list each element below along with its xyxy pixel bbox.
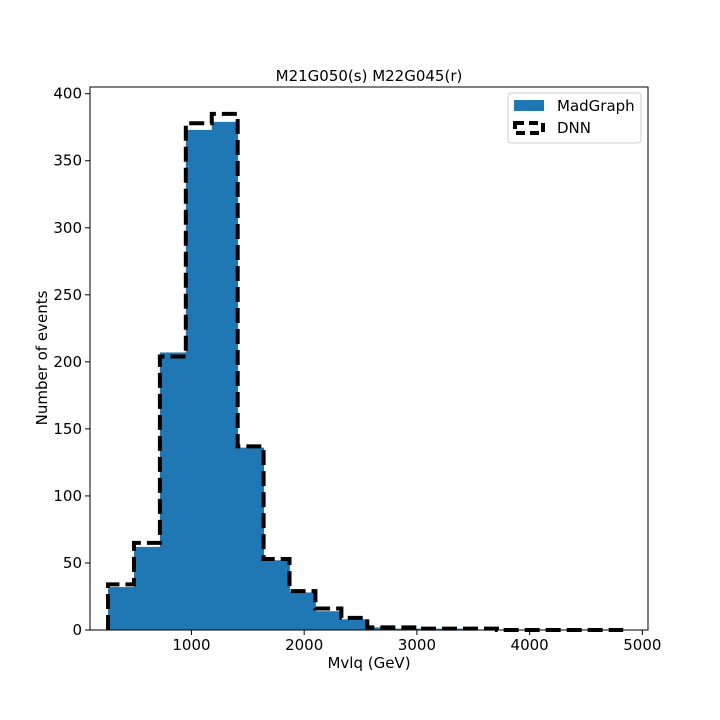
plot-frame <box>89 86 649 631</box>
y-axis-ticks: 0 50 100 150 200 250 300 350 400 <box>53 85 90 639</box>
madgraph-bar <box>289 592 316 630</box>
dnn-dashed-step <box>106 111 624 632</box>
x-tick-label: 4000 <box>511 636 549 654</box>
madgraph-bar <box>341 619 368 630</box>
y-tick-label: 150 <box>53 420 82 438</box>
legend-madgraph-label: MadGraph <box>557 97 635 115</box>
y-tick-label: 50 <box>63 554 82 572</box>
y-tick-label: 400 <box>53 85 82 103</box>
madgraph-bar <box>133 546 161 630</box>
madgraph-bar <box>315 611 342 630</box>
x-tick-label: 5000 <box>623 636 661 654</box>
y-axis-label: Number of events <box>33 290 51 425</box>
chart-title: M21G050(s) M22G045(r) <box>276 67 463 85</box>
madgraph-bar <box>211 121 239 631</box>
y-tick-label: 300 <box>53 219 82 237</box>
madgraph-bar <box>159 352 187 630</box>
legend-madgraph-swatch <box>514 100 544 111</box>
legend-dnn-label: DNN <box>557 119 591 137</box>
madgraph-bar <box>263 560 290 630</box>
y-tick-label: 0 <box>72 621 82 639</box>
y-tick-label: 350 <box>53 152 82 170</box>
y-tick-label: 200 <box>53 353 82 371</box>
legend: MadGraph DNN <box>507 92 642 144</box>
x-tick-label: 1000 <box>172 636 210 654</box>
x-axis-label: Mvlq (GeV) <box>327 654 410 672</box>
madgraph-bar <box>185 129 213 631</box>
madgraph-bar <box>108 587 135 630</box>
y-tick-label: 100 <box>53 487 82 505</box>
madgraph-bar <box>393 628 420 630</box>
madgraph-bar <box>237 447 264 630</box>
madgraph-bar <box>445 628 472 630</box>
madgraph-bars <box>108 121 472 631</box>
x-axis-ticks: 1000 2000 3000 4000 5000 <box>172 630 661 654</box>
y-tick-label: 250 <box>53 286 82 304</box>
x-tick-label: 3000 <box>398 636 436 654</box>
legend-dnn-swatch <box>513 121 545 135</box>
x-tick-label: 2000 <box>285 636 323 654</box>
